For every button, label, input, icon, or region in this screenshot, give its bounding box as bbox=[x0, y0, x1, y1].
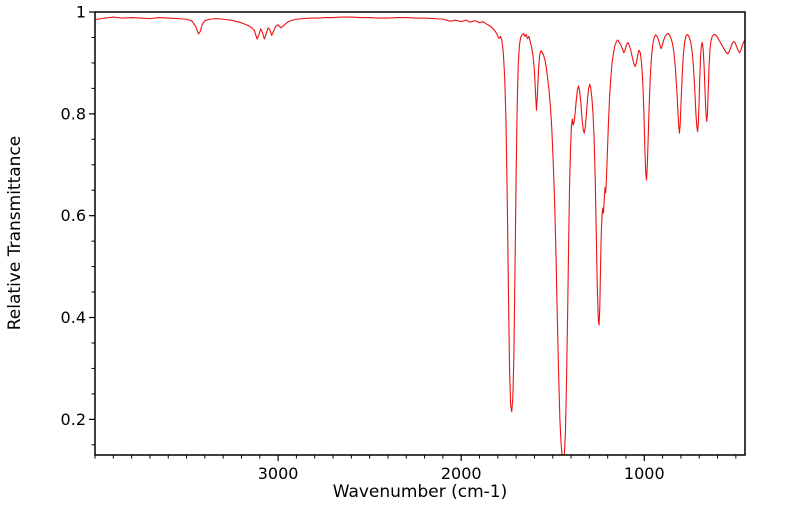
x-axis-label: Wavenumber (cm-1) bbox=[332, 482, 508, 502]
plot-border bbox=[94, 11, 746, 456]
spectrum-line bbox=[95, 16, 745, 455]
x-tick-label: 2000 bbox=[441, 464, 482, 483]
x-tick-label: 1000 bbox=[624, 464, 665, 483]
plot-background bbox=[95, 12, 745, 455]
y-tick-label: 1 bbox=[76, 3, 86, 22]
y-tick-label: 0.8 bbox=[61, 104, 86, 123]
x-tick-label: 3000 bbox=[258, 464, 299, 483]
y-tick-label: 0.4 bbox=[61, 308, 86, 327]
y-tick-label: 0.2 bbox=[61, 410, 86, 429]
y-axis-label: Relative Transmittance bbox=[5, 135, 25, 331]
y-tick-label: 0.6 bbox=[61, 206, 86, 225]
